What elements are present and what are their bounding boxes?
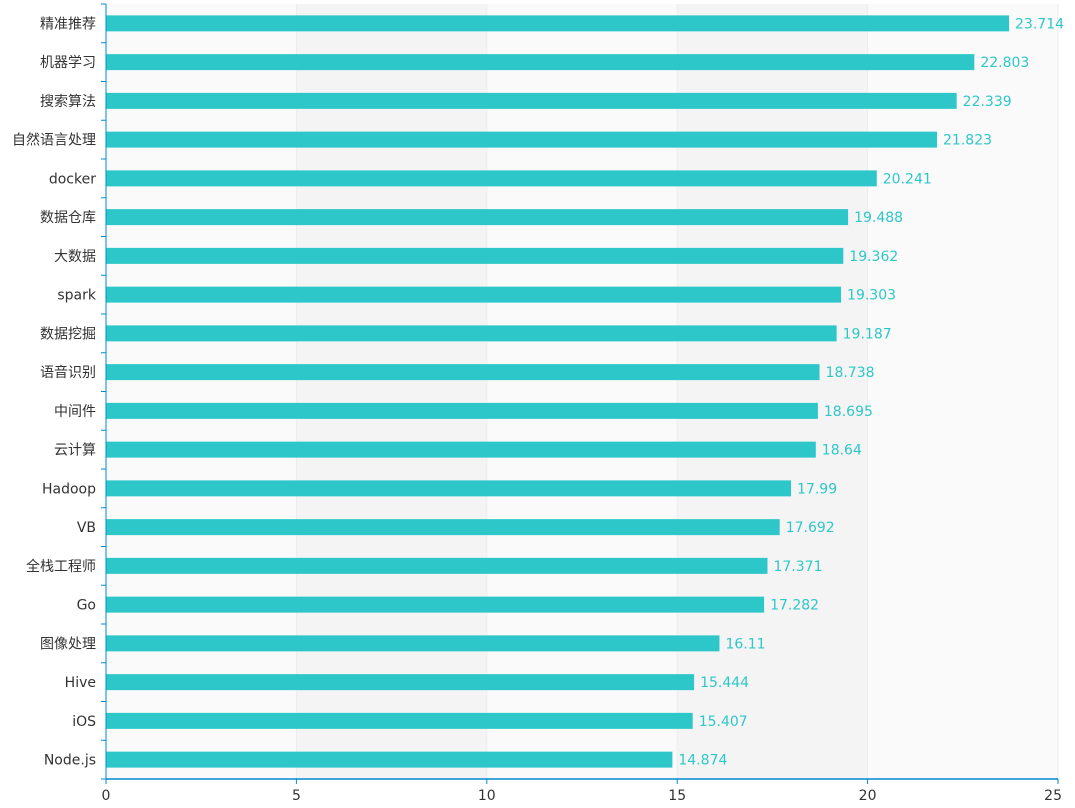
x-tick-label: 20 xyxy=(859,788,877,804)
bar xyxy=(106,325,837,342)
value-label: 18.738 xyxy=(826,365,875,381)
x-tick-label: 0 xyxy=(102,788,111,804)
category-label: 自然语言处理 xyxy=(12,132,96,149)
category-label: 云计算 xyxy=(54,443,96,459)
value-label: 18.695 xyxy=(824,404,873,420)
value-label: 22.339 xyxy=(963,94,1012,110)
bar xyxy=(106,54,975,71)
bar xyxy=(106,364,820,381)
value-label: 22.803 xyxy=(980,55,1029,71)
category-label: VB xyxy=(77,520,96,536)
category-label: 中间件 xyxy=(54,404,96,420)
value-label: 17.692 xyxy=(786,520,835,536)
category-label: Go xyxy=(77,598,96,614)
category-label: 图像处理 xyxy=(40,636,96,652)
value-label: 15.444 xyxy=(700,675,749,691)
category-label: Hive xyxy=(65,675,96,691)
bar xyxy=(106,519,780,536)
x-tick-label: 10 xyxy=(478,788,496,804)
category-label: iOS xyxy=(72,714,96,730)
bar xyxy=(106,751,673,768)
value-label: 19.362 xyxy=(849,249,898,265)
value-labels: 14.874 15.407 15.444 16.11 17.282 17.371 17.69… xyxy=(678,16,1064,768)
value-label: 17.99 xyxy=(797,481,837,497)
category-label: Hadoop xyxy=(42,481,96,497)
value-label: 23.714 xyxy=(1015,16,1064,32)
y-axis: Node.js iOS Hive 图像处理 Go 全栈工程师 VB Hadoop 云计算 中间件 语… xyxy=(12,3,107,780)
bar xyxy=(106,247,844,264)
category-label: 语音识别 xyxy=(40,364,96,381)
split-area xyxy=(296,4,487,779)
category-label: 搜索算法 xyxy=(40,93,96,110)
value-label: 15.407 xyxy=(699,714,748,730)
bar xyxy=(106,596,765,613)
bar xyxy=(106,402,818,419)
category-label: 大数据 xyxy=(54,249,96,265)
category-label: 数据挖掘 xyxy=(40,326,96,342)
category-label: 数据仓库 xyxy=(40,210,96,226)
bar xyxy=(106,170,877,187)
value-label: 19.303 xyxy=(847,288,896,304)
bar xyxy=(106,712,693,729)
bars xyxy=(106,15,1010,768)
category-label: 精准推荐 xyxy=(40,16,96,32)
bar xyxy=(106,15,1010,32)
split-area xyxy=(677,4,868,779)
split-area xyxy=(106,4,297,779)
bar xyxy=(106,674,695,691)
value-label: 16.11 xyxy=(725,636,765,652)
bar xyxy=(106,635,720,652)
category-label: 机器学习 xyxy=(40,55,96,71)
value-label: 17.282 xyxy=(770,598,819,614)
category-label: Node.js xyxy=(44,753,96,769)
category-label: spark xyxy=(57,288,97,304)
value-label: 14.874 xyxy=(678,753,727,769)
split-area xyxy=(867,4,1058,779)
split-area xyxy=(486,4,678,779)
bar xyxy=(106,557,768,574)
split-areas xyxy=(106,4,1059,779)
bar xyxy=(106,209,849,226)
value-label: 19.488 xyxy=(854,210,903,226)
bar xyxy=(106,286,842,303)
bar xyxy=(106,92,957,109)
x-tick-label: 15 xyxy=(668,788,686,804)
category-label: 全栈工程师 xyxy=(26,558,96,575)
value-label: 19.187 xyxy=(843,326,892,342)
category-label: docker xyxy=(49,171,96,187)
bar xyxy=(106,441,816,458)
value-label: 20.241 xyxy=(883,171,932,187)
x-axis: 0 5 10 15 20 25 xyxy=(102,778,1062,804)
x-tick-label: 5 xyxy=(292,788,301,804)
bar xyxy=(106,131,938,148)
value-label: 21.823 xyxy=(943,133,992,149)
bar xyxy=(106,480,792,497)
value-label: 17.371 xyxy=(773,559,822,575)
value-label: 18.64 xyxy=(822,443,862,459)
x-tick-label: 25 xyxy=(1044,788,1062,804)
